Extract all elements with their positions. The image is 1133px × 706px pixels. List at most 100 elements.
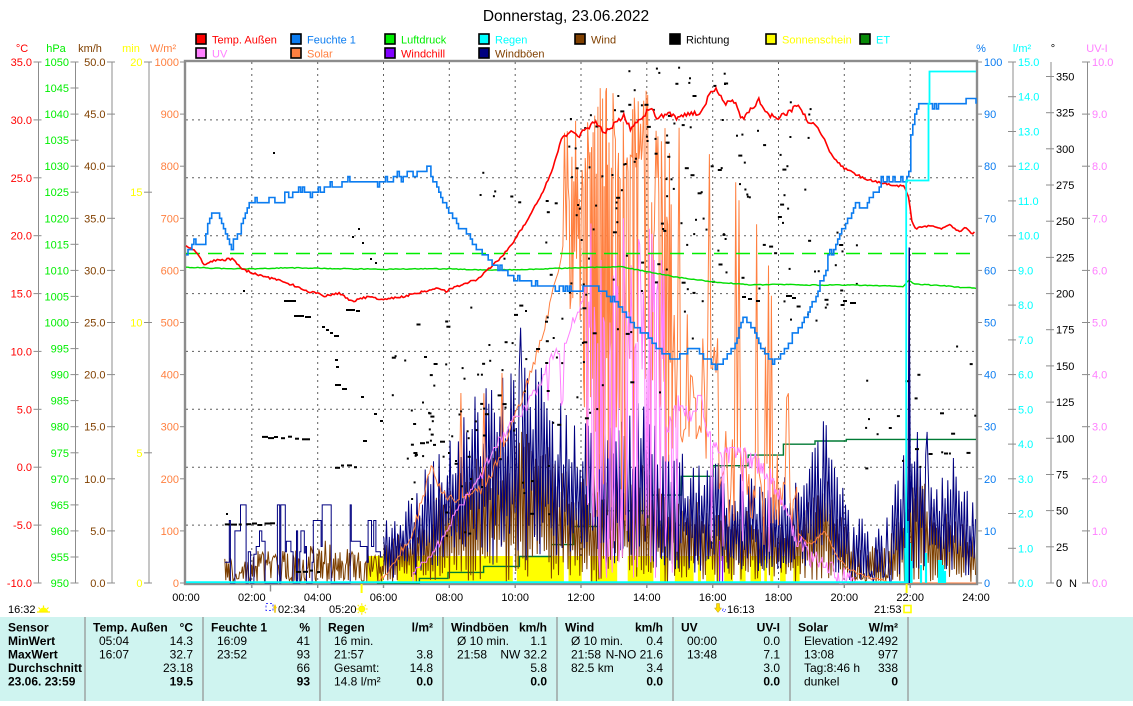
svg-text:60: 60 <box>984 265 996 277</box>
svg-text:l/m²: l/m² <box>412 621 433 635</box>
svg-text:1.0: 1.0 <box>1018 543 1033 555</box>
svg-text:km/h: km/h <box>635 621 663 635</box>
svg-text:1015: 1015 <box>45 239 69 251</box>
svg-text:16:13: 16:13 <box>727 604 755 616</box>
svg-text:3.0: 3.0 <box>763 661 780 675</box>
svg-text:Sensor: Sensor <box>8 621 49 635</box>
svg-text:41: 41 <box>297 634 311 648</box>
svg-text:0: 0 <box>891 675 898 689</box>
svg-text:6.0: 6.0 <box>1018 370 1033 382</box>
svg-text:955: 955 <box>51 552 69 564</box>
svg-text:100: 100 <box>1056 433 1074 445</box>
svg-text:50: 50 <box>1056 506 1068 518</box>
svg-text:3.4: 3.4 <box>646 661 663 675</box>
svg-text:995: 995 <box>51 344 69 356</box>
svg-text:Temp. Außen: Temp. Außen <box>212 35 277 47</box>
svg-text:500: 500 <box>161 318 179 330</box>
svg-text:1000: 1000 <box>155 57 179 69</box>
svg-text:Tag:8:46 h: Tag:8:46 h <box>804 661 860 675</box>
svg-text:16:00: 16:00 <box>699 592 727 604</box>
svg-text:66: 66 <box>297 661 311 675</box>
svg-text:Feuchte 1: Feuchte 1 <box>211 621 267 635</box>
svg-text:Ø 10 min.: Ø 10 min. <box>571 634 623 648</box>
svg-text:23.18: 23.18 <box>163 661 193 675</box>
svg-text:10:00: 10:00 <box>501 592 529 604</box>
svg-text:Windböen: Windböen <box>451 621 509 635</box>
svg-text:Richtung: Richtung <box>686 35 729 47</box>
svg-text:13:08: 13:08 <box>804 648 834 662</box>
svg-text:35.0: 35.0 <box>84 213 105 225</box>
svg-text:MaxWert: MaxWert <box>8 648 58 662</box>
svg-text:N: N <box>1069 578 1077 590</box>
svg-text:7.1: 7.1 <box>763 648 780 662</box>
svg-text:970: 970 <box>51 474 69 486</box>
svg-text:5.8: 5.8 <box>530 661 547 675</box>
svg-text:Feuchte 1: Feuchte 1 <box>307 35 356 47</box>
svg-text:2.0: 2.0 <box>1018 509 1033 521</box>
svg-text:960: 960 <box>51 526 69 538</box>
svg-text:Durchschnitt: Durchschnitt <box>8 661 82 675</box>
svg-text:700: 700 <box>161 213 179 225</box>
svg-text:20: 20 <box>984 474 996 486</box>
svg-text:1030: 1030 <box>45 161 69 173</box>
svg-text:12.0: 12.0 <box>1018 161 1039 173</box>
svg-text:338: 338 <box>878 661 898 675</box>
svg-text:980: 980 <box>51 422 69 434</box>
svg-text:10: 10 <box>130 318 142 330</box>
svg-text:W/m²: W/m² <box>869 621 898 635</box>
svg-text:°C: °C <box>16 43 28 55</box>
svg-text:2.0: 2.0 <box>1092 474 1107 486</box>
svg-text:1045: 1045 <box>45 83 69 95</box>
svg-text:Regen: Regen <box>495 35 527 47</box>
svg-text:300: 300 <box>1056 144 1074 156</box>
svg-text:00:00: 00:00 <box>172 592 200 604</box>
svg-text:%: % <box>299 621 310 635</box>
svg-text:°C: °C <box>180 621 194 635</box>
svg-text:965: 965 <box>51 500 69 512</box>
svg-text:15.0: 15.0 <box>84 422 105 434</box>
svg-text:16 min.: 16 min. <box>334 634 373 648</box>
svg-text:02:00: 02:00 <box>238 592 266 604</box>
svg-text:82.5 km: 82.5 km <box>571 661 614 675</box>
svg-text:UV-I: UV-I <box>757 621 780 635</box>
svg-text:0.0: 0.0 <box>530 675 547 689</box>
svg-text:ET: ET <box>876 35 890 47</box>
svg-text:04:00: 04:00 <box>304 592 332 604</box>
svg-text:1040: 1040 <box>45 109 69 121</box>
svg-text:0.0: 0.0 <box>1018 578 1033 590</box>
svg-text:Solar: Solar <box>307 49 333 61</box>
svg-text:93: 93 <box>297 648 311 662</box>
svg-text:12:00: 12:00 <box>567 592 595 604</box>
svg-text:19.5: 19.5 <box>170 675 194 689</box>
svg-text:Wind: Wind <box>565 621 594 635</box>
svg-text:25.0: 25.0 <box>11 173 32 185</box>
svg-text:20.0: 20.0 <box>84 370 105 382</box>
svg-text:5.0: 5.0 <box>1092 318 1107 330</box>
svg-text:1010: 1010 <box>45 265 69 277</box>
svg-text:0: 0 <box>173 578 179 590</box>
svg-text:4.0: 4.0 <box>1018 439 1033 451</box>
svg-text:5.0: 5.0 <box>90 526 105 538</box>
svg-text:W/m²: W/m² <box>150 43 177 55</box>
svg-text:350: 350 <box>1056 72 1074 84</box>
svg-text:°: ° <box>1051 43 1055 55</box>
svg-text:7.0: 7.0 <box>1092 213 1107 225</box>
svg-text:08:00: 08:00 <box>436 592 464 604</box>
svg-text:Gesamt:: Gesamt: <box>334 661 379 675</box>
svg-text:l/m²: l/m² <box>1013 43 1032 55</box>
svg-text:-10.0: -10.0 <box>7 578 32 590</box>
svg-text:Donnerstag, 23.06.2022: Donnerstag, 23.06.2022 <box>483 8 649 25</box>
svg-text:10.0: 10.0 <box>84 474 105 486</box>
svg-text:93: 93 <box>297 675 311 689</box>
svg-text:100: 100 <box>161 526 179 538</box>
svg-text:3.8: 3.8 <box>416 648 433 662</box>
svg-text:325: 325 <box>1056 108 1074 120</box>
svg-text:9.0: 9.0 <box>1092 109 1107 121</box>
svg-text:23.06. 23:59: 23.06. 23:59 <box>8 675 76 689</box>
svg-text:21:58: 21:58 <box>457 648 487 662</box>
svg-text:1020: 1020 <box>45 213 69 225</box>
svg-text:200: 200 <box>1056 289 1074 301</box>
svg-text:13:48: 13:48 <box>687 648 717 662</box>
svg-text:25.0: 25.0 <box>84 318 105 330</box>
svg-text:20.0: 20.0 <box>11 231 32 243</box>
